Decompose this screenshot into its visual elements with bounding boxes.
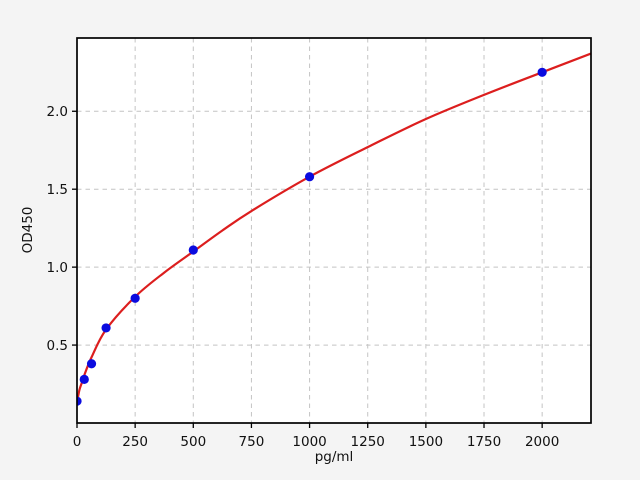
x-tick-label: 0 (73, 434, 82, 450)
y-tick-label: 1.0 (47, 260, 68, 276)
data-point (537, 67, 547, 77)
x-axis-label: pg/ml (314, 449, 354, 465)
plot-border (76, 37, 592, 424)
y-tick-label: 0.5 (47, 338, 68, 354)
x-tick-label: 1250 (351, 434, 385, 450)
data-layer (77, 52, 591, 406)
data-point (130, 293, 140, 303)
x-tick-label: 1000 (292, 434, 326, 450)
x-tick-label: 1500 (409, 434, 443, 450)
data-point (86, 359, 97, 369)
x-tick-label: 2000 (525, 434, 559, 450)
x-tick-label: 750 (239, 434, 265, 450)
plot-area (77, 38, 591, 423)
data-point (101, 323, 111, 333)
x-tick-label: 500 (180, 434, 206, 450)
y-tick-label: 1.5 (47, 182, 68, 198)
y-axis-label: OD450 (20, 206, 36, 254)
data-point (77, 396, 82, 406)
data-point (79, 374, 89, 384)
data-point (188, 245, 198, 255)
x-tick-label: 250 (122, 434, 148, 450)
x-tick-label: 1750 (467, 434, 501, 450)
data-point (304, 172, 315, 182)
y-tick-label: 2.0 (47, 104, 68, 120)
